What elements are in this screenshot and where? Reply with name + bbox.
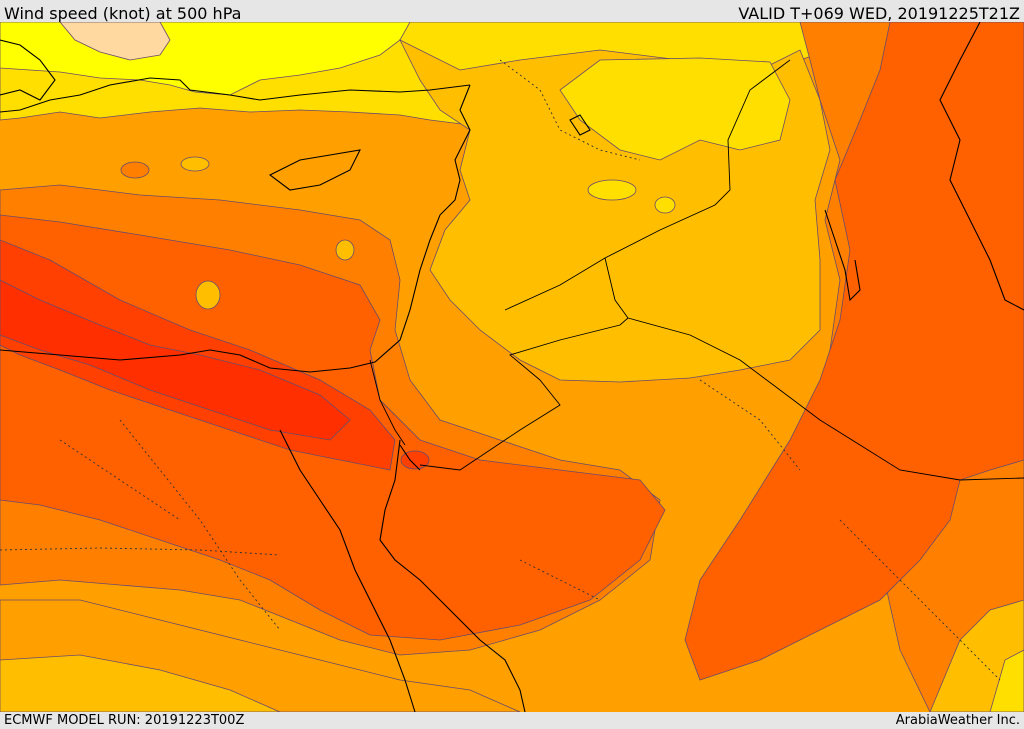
- band-40-45-east: [684, 22, 1024, 681]
- band-45-50-core: [0, 279, 351, 441]
- band-25-30-south: [0, 654, 281, 712]
- coastlines: [0, 22, 1024, 712]
- band-20-25-inner: [559, 57, 791, 161]
- blob: [654, 196, 676, 214]
- borders: [369, 59, 1024, 481]
- model-run: ECMWF MODEL RUN: 20191223T00Z: [4, 713, 245, 728]
- band-20-25-se: [989, 649, 1024, 712]
- internal-borders: [0, 59, 1001, 681]
- map-canvas: [0, 22, 1024, 712]
- blob: [400, 450, 430, 470]
- band-light: [59, 22, 171, 61]
- blob: [180, 156, 210, 172]
- wind-speed-map[interactable]: [0, 22, 1024, 712]
- valid-time: VALID T+069 WED, 20191225T21Z: [738, 4, 1020, 23]
- blob: [120, 161, 150, 179]
- blob: [587, 179, 637, 201]
- map-title: Wind speed (knot) at 500 hPa: [4, 4, 242, 23]
- header-bar: Wind speed (knot) at 500 hPa VALID T+069…: [0, 0, 1024, 23]
- blob: [195, 280, 221, 310]
- footer-bar: ECMWF MODEL RUN: 20191223T00Z ArabiaWeat…: [0, 712, 1024, 729]
- blob: [335, 239, 355, 261]
- credit: ArabiaWeather Inc.: [895, 713, 1020, 728]
